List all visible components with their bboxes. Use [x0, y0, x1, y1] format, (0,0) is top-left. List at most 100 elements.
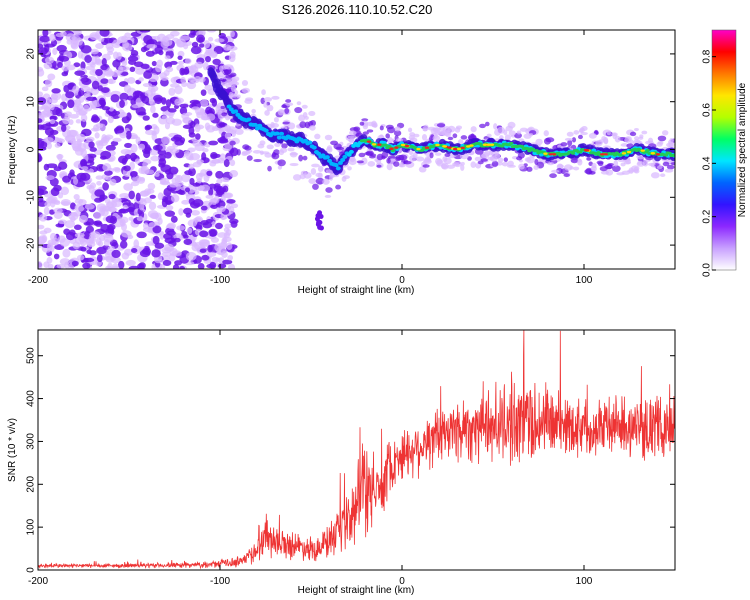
noise-blob [124, 142, 133, 149]
noise-blob [267, 165, 272, 172]
noise-blob [547, 162, 555, 166]
noise-blob [88, 141, 95, 149]
noise-blob [60, 31, 67, 37]
noise-blob [222, 259, 233, 265]
noise-blob [45, 175, 55, 181]
noise-blob [226, 199, 236, 204]
noise-blob [135, 136, 141, 145]
noise-blob [100, 208, 109, 217]
noise-blob [185, 251, 197, 261]
noise-blob [215, 187, 225, 196]
noise-blob [246, 155, 253, 161]
noise-blob [107, 70, 115, 76]
noise-blob [523, 133, 532, 139]
noise-blob [196, 159, 205, 164]
noise-blob [393, 161, 400, 167]
ridge-peak [383, 143, 388, 147]
noise-blob [78, 96, 85, 103]
ridge-hot [394, 146, 399, 149]
ridge-peak [672, 153, 675, 157]
noise-blob [144, 144, 151, 153]
noise-blob [647, 162, 656, 167]
noise-blob [160, 76, 169, 81]
noise-blob [192, 182, 201, 187]
noise-blob [207, 244, 213, 253]
noise-blob [71, 260, 79, 267]
noise-blob [171, 250, 182, 257]
noise-blob [139, 202, 145, 211]
noise-blob [210, 204, 219, 210]
noise-blob [126, 112, 132, 121]
noise-blob [152, 112, 159, 118]
noise-blob [67, 99, 75, 109]
noise-blob [173, 237, 181, 243]
noise-blob [317, 224, 323, 230]
noise-blob [89, 32, 100, 41]
noise-blob [508, 130, 516, 136]
noise-blob [224, 115, 231, 121]
snr-series-line [38, 330, 675, 570]
ridge-hot [389, 147, 394, 150]
noise-blob [241, 80, 249, 86]
snr-x-tick-label: 0 [399, 576, 405, 587]
ridge-peak [519, 145, 525, 149]
noise-blob [148, 201, 157, 211]
ridge-hot [489, 143, 495, 146]
noise-blob [309, 125, 316, 131]
noise-blob [578, 134, 583, 140]
noise-blob [97, 240, 104, 247]
noise-blob [543, 130, 549, 137]
noise-blob [497, 126, 505, 134]
noise-blob [218, 123, 226, 127]
noise-blob [148, 96, 154, 105]
noise-blob [83, 257, 95, 263]
noise-blob [193, 217, 202, 222]
noise-blob [174, 139, 185, 146]
noise-blob [235, 123, 241, 127]
noise-blob [231, 76, 240, 82]
noise-blob [241, 87, 250, 94]
noise-blob [38, 213, 48, 222]
noise-blob [46, 242, 53, 252]
noise-blob [57, 219, 68, 225]
noise-blob [75, 119, 82, 124]
noise-blob [259, 150, 264, 156]
noise-blob [176, 38, 187, 48]
noise-blob [581, 125, 588, 132]
noise-blob [578, 128, 584, 133]
noise-blob [109, 215, 118, 225]
noise-blob [185, 151, 194, 161]
noise-blob [194, 124, 205, 130]
noise-blob [154, 172, 160, 177]
ridge-core [342, 154, 348, 159]
noise-blob [642, 159, 649, 167]
noise-blob [277, 159, 286, 167]
ridge-hot [482, 143, 488, 146]
ridge-core [294, 139, 300, 144]
noise-blob [107, 115, 114, 124]
noise-blob [196, 34, 206, 43]
noise-blob [623, 161, 632, 165]
noise-blob [224, 124, 232, 132]
noise-blob [408, 150, 414, 155]
noise-blob [46, 163, 58, 169]
noise-blob [119, 208, 127, 214]
noise-blob [549, 173, 557, 179]
noise-blob [119, 132, 127, 139]
noise-blob [524, 157, 531, 162]
noise-blob [491, 160, 499, 167]
noise-blob [138, 77, 144, 82]
noise-blob [152, 225, 162, 234]
noise-blob [326, 145, 333, 151]
noise-blob [165, 99, 172, 108]
noise-blob [200, 89, 207, 97]
noise-blob [43, 206, 50, 216]
noise-blob [409, 132, 416, 137]
noise-blob [129, 134, 139, 140]
noise-blob [188, 132, 196, 138]
noise-blob [130, 181, 140, 187]
noise-blob [226, 242, 233, 250]
noise-blob [84, 55, 92, 63]
noise-blob [223, 192, 234, 199]
noise-blob [178, 208, 184, 216]
